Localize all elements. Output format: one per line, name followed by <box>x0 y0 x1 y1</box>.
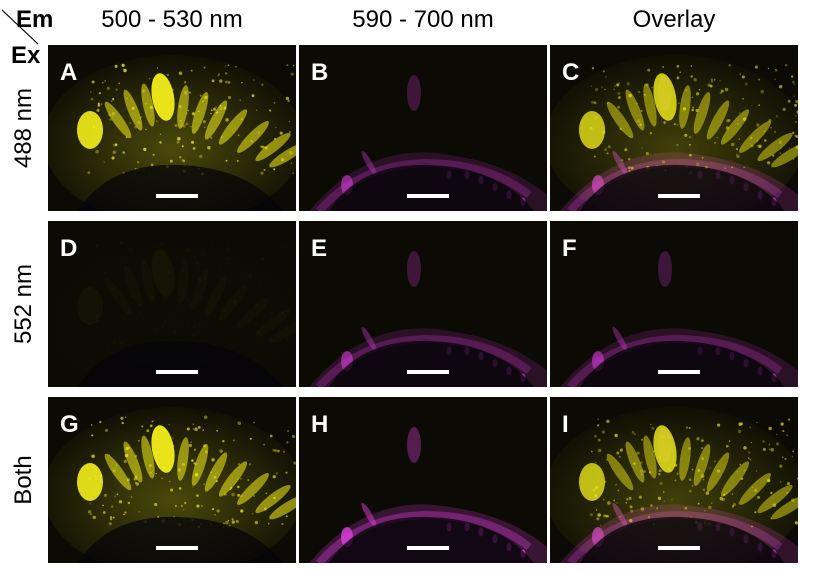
emission-label: Em <box>16 6 54 33</box>
panel-g: G <box>48 397 296 563</box>
scale-bar <box>407 370 449 374</box>
micrograph-image <box>550 45 798 211</box>
scale-bar <box>407 194 449 198</box>
scale-bar <box>156 194 198 198</box>
panel-d: D <box>48 221 296 387</box>
corner-divider <box>1 9 39 45</box>
micrograph-image <box>48 397 296 563</box>
row-header-both: Both <box>10 455 37 505</box>
panel-letter: H <box>311 411 329 438</box>
excitation-label: Ex <box>11 42 41 69</box>
micrograph-image <box>550 221 798 387</box>
column-header-green: 500 - 530 nm <box>101 6 243 33</box>
panel-letter: G <box>60 411 79 438</box>
micrograph-image <box>299 45 547 211</box>
row-header-552: 552 nm <box>10 263 37 345</box>
row-header-488: 488 nm <box>10 87 37 169</box>
panel-letter: F <box>562 235 577 262</box>
scale-bar <box>156 370 198 374</box>
panel-letter: C <box>562 59 580 86</box>
panel-f: F <box>550 221 798 387</box>
micrograph-image <box>299 221 547 387</box>
panel-letter: A <box>60 59 78 86</box>
panel-b: B <box>299 45 547 211</box>
scale-bar <box>407 546 449 550</box>
panel-a: A <box>48 45 296 211</box>
corner-header: Em Ex <box>0 0 54 70</box>
micrograph-image <box>48 45 296 211</box>
micrograph-image <box>299 397 547 563</box>
panel-letter: E <box>311 235 328 262</box>
panel-i: I <box>550 397 798 563</box>
scale-bar <box>156 546 198 550</box>
scale-bar <box>658 194 700 198</box>
panel-e: E <box>299 221 547 387</box>
panel-letter: D <box>60 235 78 262</box>
column-header-red: 590 - 700 nm <box>352 6 494 33</box>
panel-h: H <box>299 397 547 563</box>
micrograph-image <box>48 221 296 387</box>
panel-letter: B <box>311 59 329 86</box>
panel-letter: I <box>562 411 569 438</box>
scale-bar <box>658 546 700 550</box>
scale-bar <box>658 370 700 374</box>
panel-c: C <box>550 45 798 211</box>
micrograph-image <box>550 397 798 563</box>
column-header-overlay: Overlay <box>632 6 716 33</box>
